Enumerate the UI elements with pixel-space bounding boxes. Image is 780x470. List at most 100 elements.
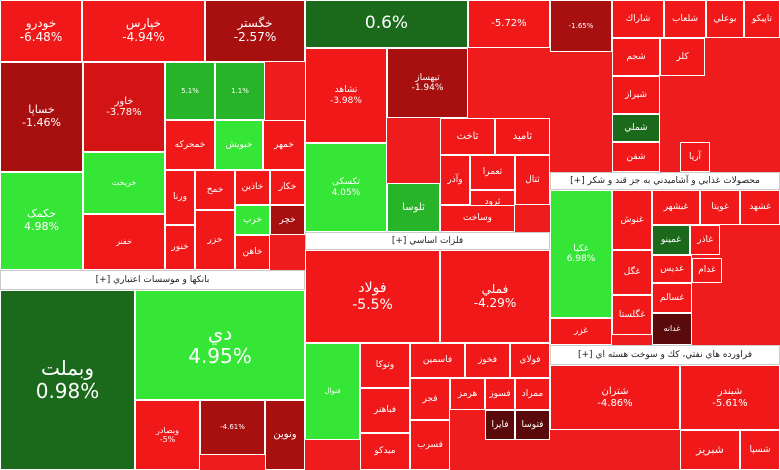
tile: غشهد: [740, 190, 780, 225]
tile: غدانه: [652, 313, 692, 345]
tile: 5.1%: [165, 62, 215, 120]
sector-title: محصولات غذايي و آشاميدني به جز قند و شکر…: [550, 172, 780, 190]
tile: خریخت: [83, 152, 165, 214]
tile-name: خاور: [114, 95, 134, 107]
tile-name: غنوش: [620, 214, 644, 225]
tile-name: فملي: [481, 281, 509, 296]
tile-change: 0.6%: [364, 13, 409, 34]
tile: غکیا 6.98%: [550, 190, 612, 318]
tile-name: فجر: [422, 393, 438, 404]
tile: آريا: [680, 142, 710, 172]
tile-name: خودرو: [25, 16, 57, 31]
tile: فجر: [410, 378, 450, 420]
tile-name: شتران: [601, 386, 629, 397]
tile-name: وآذر: [447, 174, 463, 185]
tile-name: شبريز: [696, 442, 724, 456]
tile: خبويش: [215, 120, 263, 170]
tile: -4.61%: [200, 400, 265, 455]
tile-name: خچر: [279, 214, 296, 225]
tile-name: تيهساز: [415, 72, 440, 83]
tile: ثعمرا: [470, 155, 515, 190]
tile-name: غمينو: [661, 234, 681, 245]
tile: غنوش: [612, 190, 652, 250]
tile: ممراد: [515, 378, 550, 410]
tile-name: دي: [207, 321, 233, 345]
tile: خاور -3.78%: [83, 62, 165, 152]
tile: وبملت 0.98%: [0, 290, 135, 470]
tile: خفنر: [83, 214, 165, 270]
tile-name: غسالم: [659, 292, 685, 303]
tile-change: 0.98%: [35, 379, 100, 403]
tile-change: 4.98%: [24, 220, 59, 233]
tile-name: غگل: [623, 267, 641, 278]
tile: وساخت: [440, 205, 515, 232]
tile-name: ثتال: [525, 174, 540, 185]
tile: فايرا: [485, 410, 515, 440]
tile-name: غبشهر: [663, 202, 689, 213]
tile-name: تشاهد: [334, 85, 358, 96]
tile-name: غويتا: [711, 202, 729, 213]
tile: غبشهر: [652, 190, 700, 225]
tile: ورنا: [165, 170, 195, 225]
tile: خاذين: [235, 170, 270, 205]
tile-name: فولاي: [519, 355, 541, 366]
tile: فولاي: [510, 343, 550, 378]
tile: شلعاب: [664, 0, 706, 38]
tile: شاراك: [612, 0, 664, 38]
tile: شفن: [612, 142, 660, 172]
tile: غسالم: [652, 283, 692, 313]
tile: غمينو: [652, 225, 690, 255]
tile: فسوز: [485, 378, 515, 410]
tile-name: بوعلي: [713, 13, 737, 24]
tile: فخوز: [465, 343, 510, 378]
tile-name: حکمک: [26, 207, 57, 221]
tile: 1.1%: [215, 62, 265, 120]
tile-name: ثرود: [484, 197, 501, 208]
tile: غدام: [692, 258, 722, 283]
tile: خگستر -2.57%: [205, 0, 305, 62]
tile: فباهنر: [360, 388, 410, 433]
tile: دي 4.95%: [135, 290, 305, 400]
tile-name: شفن: [626, 151, 646, 162]
tile: تاپيكو: [744, 0, 780, 38]
tile: ونوين: [265, 400, 305, 470]
tile-change: 6.98%: [566, 254, 596, 264]
tile: ثاخت: [440, 118, 495, 155]
tile-name: ونوين: [273, 429, 297, 441]
tile-name: خمح: [206, 184, 224, 195]
tile: شملي: [612, 114, 660, 142]
tile-name: خمهر: [274, 139, 294, 150]
tile: غويتا: [700, 190, 740, 225]
tile: حکمک 4.98%: [0, 172, 83, 270]
tile: فملي -4.29%: [440, 250, 550, 343]
tile-name: ورنا: [173, 192, 187, 203]
tile-change: -5.61%: [712, 397, 748, 409]
tile-name: خاذين: [241, 182, 264, 193]
tile-name: فايرا: [491, 419, 509, 430]
tile-name: غديس: [660, 263, 684, 274]
tile-name: شسپا: [749, 444, 771, 455]
tile: خرپ: [235, 205, 270, 235]
tile: ثاميد: [495, 118, 550, 155]
tile-change: -4.86%: [597, 397, 633, 409]
tile: بوعلي: [706, 0, 744, 38]
tile-name: خپارس: [125, 16, 162, 31]
tile: خپارس -4.94%: [82, 0, 205, 62]
sector-title: بانکها و موسسات اعتباري [+]: [0, 270, 305, 290]
tile: تيهساز -1.94%: [387, 48, 468, 118]
tile-name: فسرب: [417, 439, 443, 450]
tile: شيراز: [612, 76, 660, 114]
tile: خمح: [195, 170, 235, 210]
tile-change: 4.05%: [331, 187, 361, 198]
tile-change: -3.78%: [106, 107, 142, 118]
tile: وبصادر -5%: [135, 400, 200, 470]
tile: خنور: [165, 225, 195, 270]
tile-name: ثلوسا: [402, 201, 425, 213]
tile-change: -6.48%: [19, 30, 63, 44]
tile: فتوسا: [515, 410, 550, 440]
tile-name: غزر: [573, 326, 589, 337]
tile-name: وتوکا: [375, 360, 395, 371]
tile-change: -1.65%: [568, 21, 594, 30]
tile: خساپا -1.46%: [0, 62, 83, 172]
tile-name: فنوال: [324, 387, 341, 396]
